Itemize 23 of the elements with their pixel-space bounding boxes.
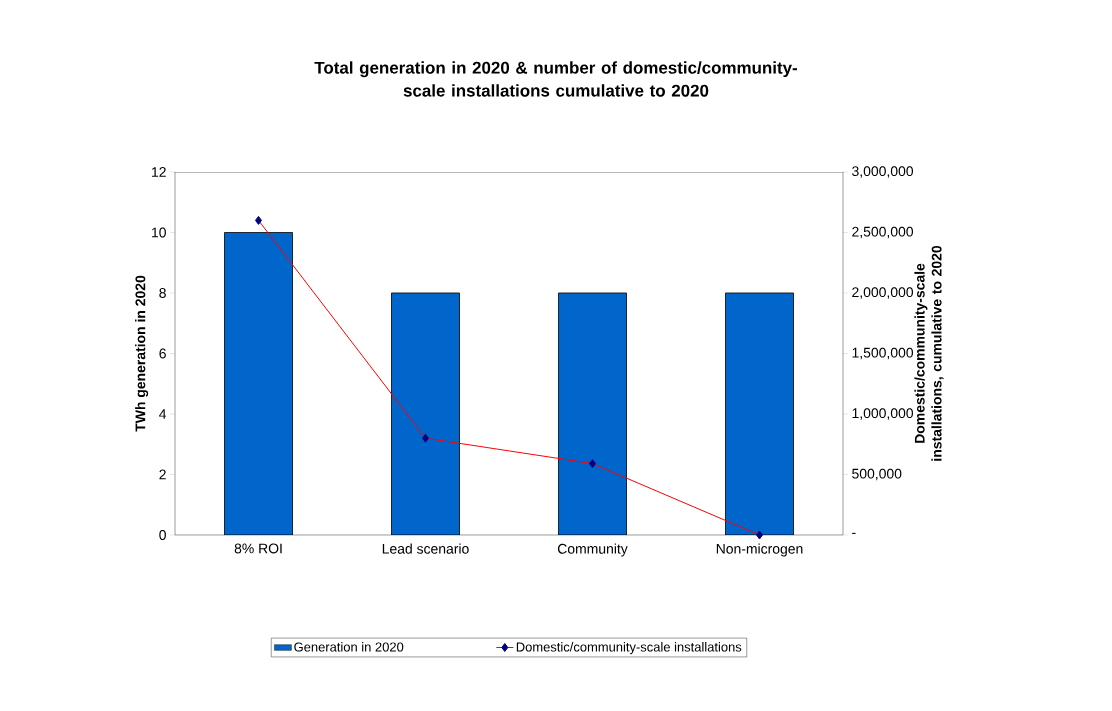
- y-tick-label: 2: [159, 469, 166, 480]
- y2-tick-label: 1,000,000: [852, 408, 914, 420]
- x-tick-label: Community: [557, 543, 628, 557]
- x-tick-label: Lead scenario: [382, 543, 469, 554]
- chart-title: Total generation in 2020 & number of domestic/community-scale installations cumulative to 2020: [314, 61, 798, 97]
- legend-label: Domestic/community-scale installations: [516, 642, 742, 655]
- y-tick-label: 10: [152, 227, 166, 238]
- x-tick-label: 8% ROI: [234, 543, 282, 554]
- y-tick-label: 8: [159, 288, 166, 298]
- y2-tick-label: 2,500,000: [852, 226, 914, 239]
- y2-tick-label: 3,000,000: [852, 166, 914, 178]
- y2-tick-label: 500,000: [852, 468, 902, 481]
- legend-label: Generation in 2020: [294, 642, 404, 652]
- y2-tick-label: -: [852, 532, 856, 534]
- y-tick-label: 12: [152, 167, 166, 177]
- y2-tick-label: 2,000,000: [852, 287, 914, 299]
- y-tick-label: 0: [159, 530, 166, 540]
- y-tick-label: 4: [159, 409, 167, 419]
- y-axis-title: TWh generation in 2020: [135, 275, 149, 432]
- x-tick-label: Non-microgen: [716, 543, 803, 557]
- y2-tick-label: 1,500,000: [852, 347, 914, 360]
- y-tick-label: 6: [159, 348, 166, 359]
- y2-axis-title: Domestic/community-scale installations, cumulative to 2020: [914, 245, 944, 461]
